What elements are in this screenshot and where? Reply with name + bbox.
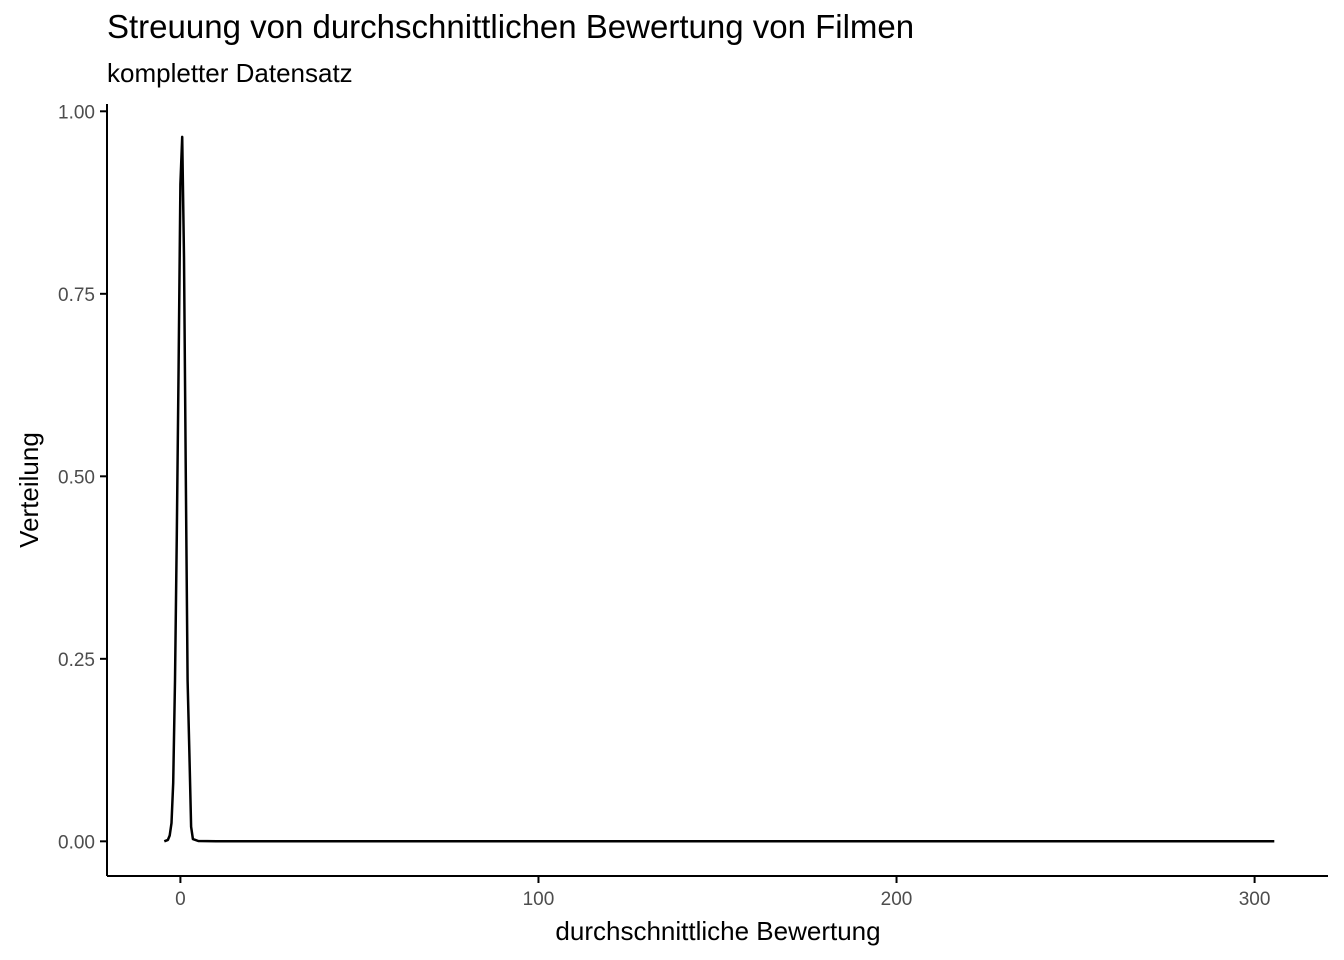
y-tick-label: 0.25 — [58, 650, 95, 671]
x-tick-label: 0 — [175, 889, 186, 910]
chart-title: Streuung von durchschnittlichen Bewertun… — [107, 8, 915, 45]
x-tick-label: 200 — [881, 889, 913, 910]
y-tick-label: 1.00 — [58, 102, 95, 123]
y-axis: 0.00 0.25 0.50 0.75 1.00 — [58, 102, 108, 876]
y-axis-title: Verteilung — [14, 432, 44, 548]
y-tick-label: 0.50 — [58, 467, 95, 488]
chart-subtitle: kompletter Datensatz — [107, 58, 353, 88]
x-tick-label: 300 — [1239, 889, 1271, 910]
series-layer — [163, 135, 1275, 843]
density-line — [163, 135, 1275, 843]
x-tick-label: 100 — [523, 889, 555, 910]
y-tick-label: 0.75 — [58, 285, 95, 306]
x-axis-title: durchschnittliche Bewertung — [555, 916, 880, 946]
x-axis: 0 100 200 300 — [107, 875, 1328, 910]
y-tick-label: 0.00 — [58, 832, 95, 853]
